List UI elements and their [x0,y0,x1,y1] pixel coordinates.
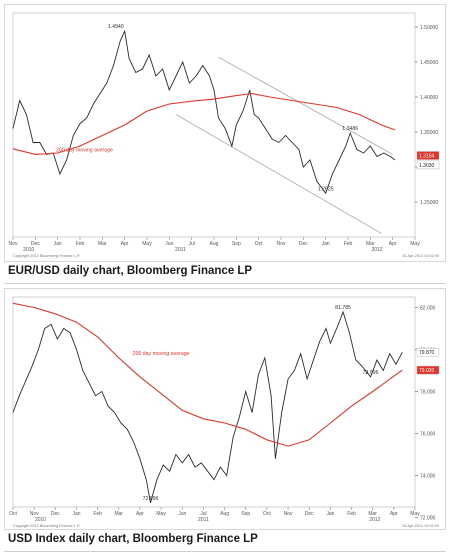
price-tag-label: 1.3164 [419,154,435,160]
x-tick-label: Sep [241,511,250,517]
chart-annotation: 200 day moving average [133,351,190,357]
x-tick-label: Nov [284,511,293,517]
x-tick-label: Nov [9,241,18,247]
price-tag [416,348,440,357]
y-tick-label: 1.35000 [420,130,438,136]
x-tick-label: Feb [347,511,356,517]
moving-average-line [12,92,396,155]
eurusd-chart: 1.500001.450001.400001.350001.300001.250… [9,12,440,258]
date-stamp: 10-Apr-2012 10:02:00 [402,524,439,528]
x-tick-label: Apr [390,511,398,517]
trend-channel-line [175,114,382,234]
x-tick-label: Nov [277,241,286,247]
x-tick-label: Feb [344,241,353,247]
y-tick-label: 76.000 [420,432,436,438]
x-tick-label: Aug [220,511,229,517]
chart-annotation: 81.785 [335,305,351,311]
x-year-label: 2011 [175,247,186,253]
x-tick-label: Oct [255,241,263,247]
x-year-label: 2012 [371,247,382,253]
usd-index-chart-panel: 82.00080.00078.00076.00074.00072.000OctN… [4,288,446,530]
price-tag-label: 79.870 [419,350,435,356]
chart-annotation: 1.3486 [342,126,358,132]
x-tick-label: May [410,511,420,517]
y-tick-label: 74.000 [420,474,436,480]
chart-annotation: 1.4940 [108,24,124,30]
usd-index-chart: 82.00080.00078.00076.00074.00072.000OctN… [9,296,440,528]
chart-annotation: 72.696 [143,496,159,502]
x-tick-label: Jun [178,511,186,517]
x-tick-label: Feb [76,241,85,247]
y-tick-label: 1.40000 [420,95,438,101]
x-tick-label: Dec [299,241,308,247]
y-tick-label: 78.000 [420,390,436,396]
price-line [12,310,403,504]
eurusd-chart-panel: 1.500001.450001.400001.350001.300001.250… [4,4,446,262]
plot-frame [12,296,416,508]
x-tick-label: Nov [30,511,39,517]
x-tick-label: Jan [322,241,330,247]
x-tick-label: Mar [366,241,375,247]
y-tick-label: 1.45000 [420,60,438,66]
x-tick-label: Sep [232,241,241,247]
y-tick-label: 82.000 [420,306,436,312]
price-tag [416,160,440,170]
y-tick-label: 1.50000 [420,25,438,31]
chart-annotation: 200 day moving average [56,147,113,153]
y-tick-label: 72.000 [420,516,436,522]
divider [4,551,446,552]
x-year-label: 2012 [369,517,380,523]
x-tick-label: Aug [210,241,219,247]
trend-channel-line [218,56,393,155]
x-tick-label: Jan [72,511,80,517]
x-tick-label: Jun [165,241,173,247]
x-year-label: 2010 [35,517,46,523]
price-tag-label: 79.020 [419,368,435,374]
divider [4,283,446,284]
x-tick-label: Apr [389,241,397,247]
price-tag [416,151,440,160]
x-tick-label: Jul [188,241,194,247]
moving-average-line [12,302,403,447]
x-year-label: 2011 [198,517,209,523]
x-tick-label: Jan [54,241,62,247]
price-tag [416,365,440,375]
x-tick-label: May [142,241,152,247]
x-tick-label: Apr [121,241,129,247]
date-stamp: 10-Apr-2012 10:02:00 [402,254,439,258]
chart-annotation: 1.2625 [318,186,334,192]
x-tick-label: Apr [136,511,144,517]
x-tick-label: Dec [31,241,40,247]
x-tick-label: Mar [98,241,107,247]
chart-annotation: 78.696 [363,370,379,376]
x-tick-label: Feb [93,511,102,517]
price-line [12,29,396,195]
x-tick-label: Oct [9,511,17,517]
x-tick-label: Mar [368,511,377,517]
x-year-label: 2010 [23,247,34,253]
usd-index-chart-caption: USD Index daily chart, Bloomberg Finance… [8,533,258,545]
x-tick-label: May [410,241,420,247]
x-tick-label: May [156,511,166,517]
x-tick-label: Dec [51,511,60,517]
copyright-note: Copyright 2012 Bloomberg Finance L.P. [13,254,80,258]
x-tick-label: Dec [305,511,314,517]
x-tick-label: Oct [263,511,271,517]
y-tick-label: 1.25000 [420,200,438,206]
eurusd-chart-caption: EUR/USD daily chart, Bloomberg Finance L… [8,265,253,277]
x-tick-label: Mar [114,511,123,517]
x-tick-label: Jul [200,511,206,517]
x-tick-label: Jan [326,511,334,517]
price-tag-label: 1.3030 [419,163,435,169]
copyright-note: Copyright 2012 Bloomberg Finance L.P. [13,524,80,528]
